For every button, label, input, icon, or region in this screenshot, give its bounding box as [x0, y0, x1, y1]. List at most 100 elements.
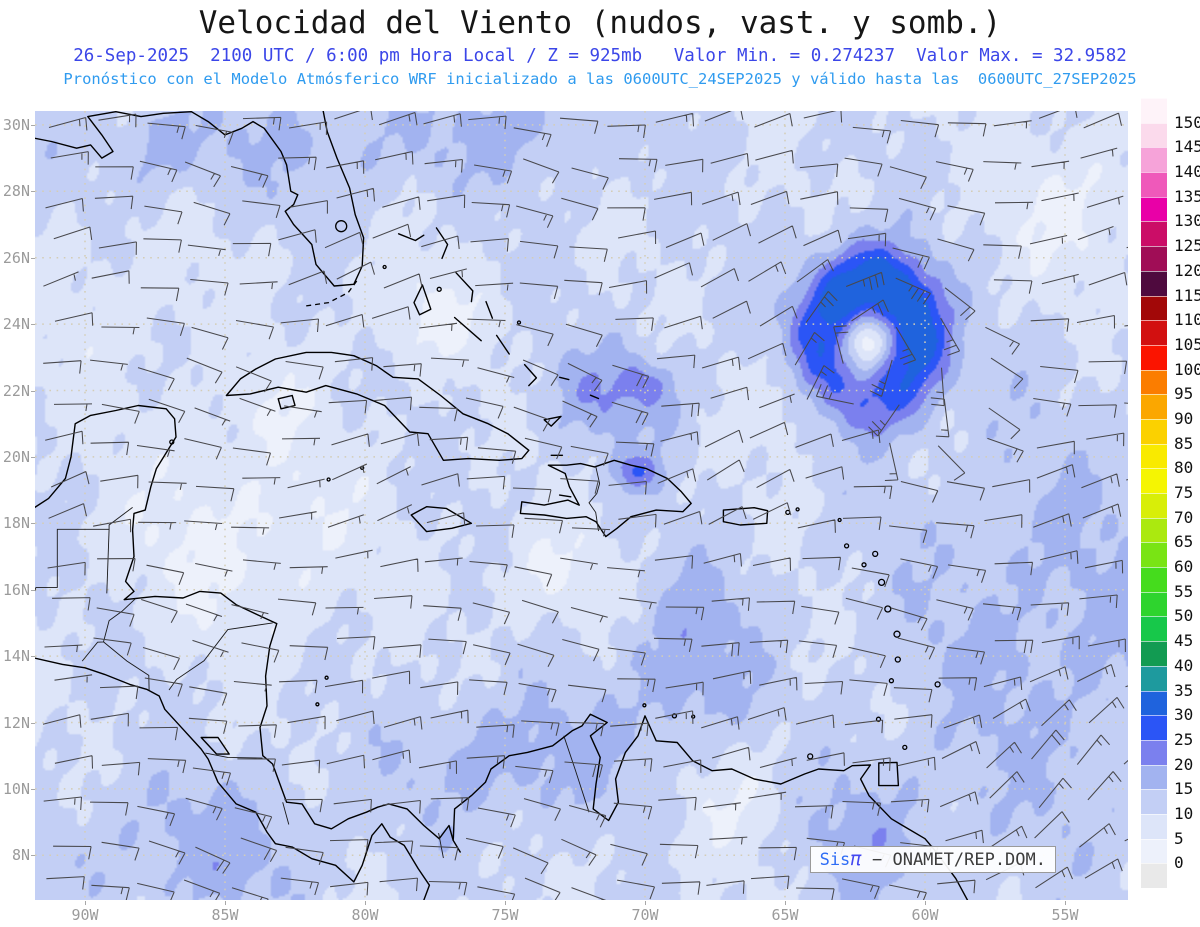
color-scale-cell: [1141, 295, 1167, 321]
lat-tick-label: 10N: [2, 779, 30, 798]
color-scale-cell: [1141, 517, 1167, 543]
lon-tick-label: 70W: [631, 906, 659, 924]
color-scale-value: 0: [1174, 853, 1184, 873]
lon-tick-mark: [365, 901, 366, 905]
color-scale-value: 100: [1174, 359, 1200, 379]
color-scale-cell: [1141, 369, 1167, 395]
color-scale-cell: [1141, 616, 1167, 642]
lat-tick-mark: [31, 722, 35, 724]
color-scale-cell: [1141, 246, 1167, 271]
lon-tick-label: 55W: [1051, 906, 1079, 924]
color-scale-cell: [1141, 789, 1167, 814]
map-overlay: [35, 111, 1128, 900]
lat-tick-label: 28N: [2, 182, 30, 201]
color-scale-value: 60: [1174, 557, 1194, 577]
color-scale-value: 120: [1174, 260, 1200, 280]
color-scale-cell: [1141, 394, 1167, 419]
lat-tick-mark: [31, 191, 35, 193]
color-scale-value: 150: [1174, 112, 1200, 132]
lat-tick-mark: [31, 656, 35, 658]
lat-tick-mark: [31, 324, 35, 326]
lat-tick-label: 26N: [2, 248, 30, 267]
lat-tick-label: 12N: [2, 713, 30, 732]
lat-tick-label: 20N: [2, 447, 30, 466]
color-scale-value: 65: [1174, 532, 1194, 552]
lon-tick-label: 85W: [211, 906, 239, 924]
lon-tick-mark: [85, 901, 86, 905]
color-scale-value: 95: [1174, 384, 1194, 404]
color-scale-cell: [1141, 443, 1167, 469]
page-title: Velocidad del Viento (nudos, vast. y som…: [198, 5, 1002, 41]
color-scale-cell: [1141, 813, 1167, 839]
lon-tick-mark: [225, 901, 226, 905]
color-scale-cell: [1141, 715, 1167, 740]
pi-icon: π: [850, 848, 862, 870]
color-scale-cell: [1141, 764, 1167, 790]
lon-tick-label: 60W: [911, 906, 939, 924]
color-scale-value: 90: [1174, 408, 1194, 428]
color-scale-value: 80: [1174, 458, 1194, 478]
lat-tick-label: 24N: [2, 315, 30, 334]
color-scale-value: 140: [1174, 162, 1200, 182]
color-scale-cell: [1141, 270, 1167, 296]
color-scale-value: 110: [1174, 310, 1200, 330]
lat-tick-label: 8N: [11, 846, 30, 865]
wind-speed-field: [35, 111, 1128, 900]
color-scale-cell: [1141, 172, 1167, 197]
lon-tick-mark: [505, 901, 506, 905]
lat-tick-mark: [31, 456, 35, 458]
color-scale-cell: [1141, 690, 1167, 716]
lon-tick-mark: [785, 901, 786, 905]
lat-tick-mark: [31, 589, 35, 591]
color-scale-value: 15: [1174, 779, 1194, 799]
color-scale-value: 75: [1174, 483, 1194, 503]
lat-tick-mark: [31, 390, 35, 392]
color-scale-cell: [1141, 838, 1167, 864]
lat-tick-mark: [31, 523, 35, 525]
color-scale-value: 55: [1174, 581, 1194, 601]
color-scale-cell: [1141, 418, 1167, 444]
color-scale-bar: [1141, 98, 1167, 888]
color-scale-cell: [1141, 98, 1167, 123]
color-scale-cell: [1141, 122, 1167, 148]
wind-barbs: [42, 111, 1128, 900]
color-scale-value: 20: [1174, 754, 1194, 774]
color-scale-cell: [1141, 542, 1167, 568]
color-scale-cell: [1141, 863, 1167, 888]
lat-tick-mark: [31, 124, 35, 126]
color-scale-value: 40: [1174, 655, 1194, 675]
color-scale-value: 5: [1174, 828, 1184, 848]
lon-tick-label: 65W: [771, 906, 799, 924]
color-scale-cell: [1141, 567, 1167, 592]
gridlines: [35, 111, 1128, 900]
color-scale-cell: [1141, 344, 1167, 370]
valid-time-line: 26-Sep-2025 2100 UTC / 6:00 pm Hora Loca…: [73, 46, 1127, 66]
lon-tick-mark: [925, 901, 926, 905]
color-scale-value: 135: [1174, 186, 1200, 206]
lat-tick-label: 30N: [2, 115, 30, 134]
color-scale-value: 10: [1174, 804, 1194, 823]
attribution-separator: −: [861, 850, 893, 870]
lat-tick-label: 22N: [2, 381, 30, 400]
color-scale-value: 70: [1174, 507, 1194, 527]
color-scale-cell: [1141, 591, 1167, 617]
color-scale-cell: [1141, 221, 1167, 247]
lon-tick-label: 80W: [351, 906, 379, 924]
map-plot-area: Sisπ − ONAMET/REP.DOM.: [35, 111, 1128, 900]
color-scale-value: 115: [1174, 285, 1200, 305]
attribution-box: Sisπ − ONAMET/REP.DOM.: [809, 846, 1056, 873]
color-scale-cell: [1141, 147, 1167, 173]
color-scale-cell: [1141, 739, 1167, 765]
color-scale-value: 125: [1174, 236, 1200, 256]
color-scale-value: 25: [1174, 729, 1194, 749]
lat-tick-mark: [31, 855, 35, 857]
lat-tick-label: 16N: [2, 580, 30, 599]
lon-tick-label: 75W: [491, 906, 519, 924]
color-scale-value: 130: [1174, 211, 1200, 231]
model-info-line: Pronóstico con el Modelo Atmósferico WRF…: [63, 70, 1137, 88]
color-scale-cell: [1141, 665, 1167, 691]
lon-tick-mark: [1065, 901, 1066, 905]
color-scale-value: 145: [1174, 137, 1200, 157]
color-scale-value: 105: [1174, 334, 1200, 354]
